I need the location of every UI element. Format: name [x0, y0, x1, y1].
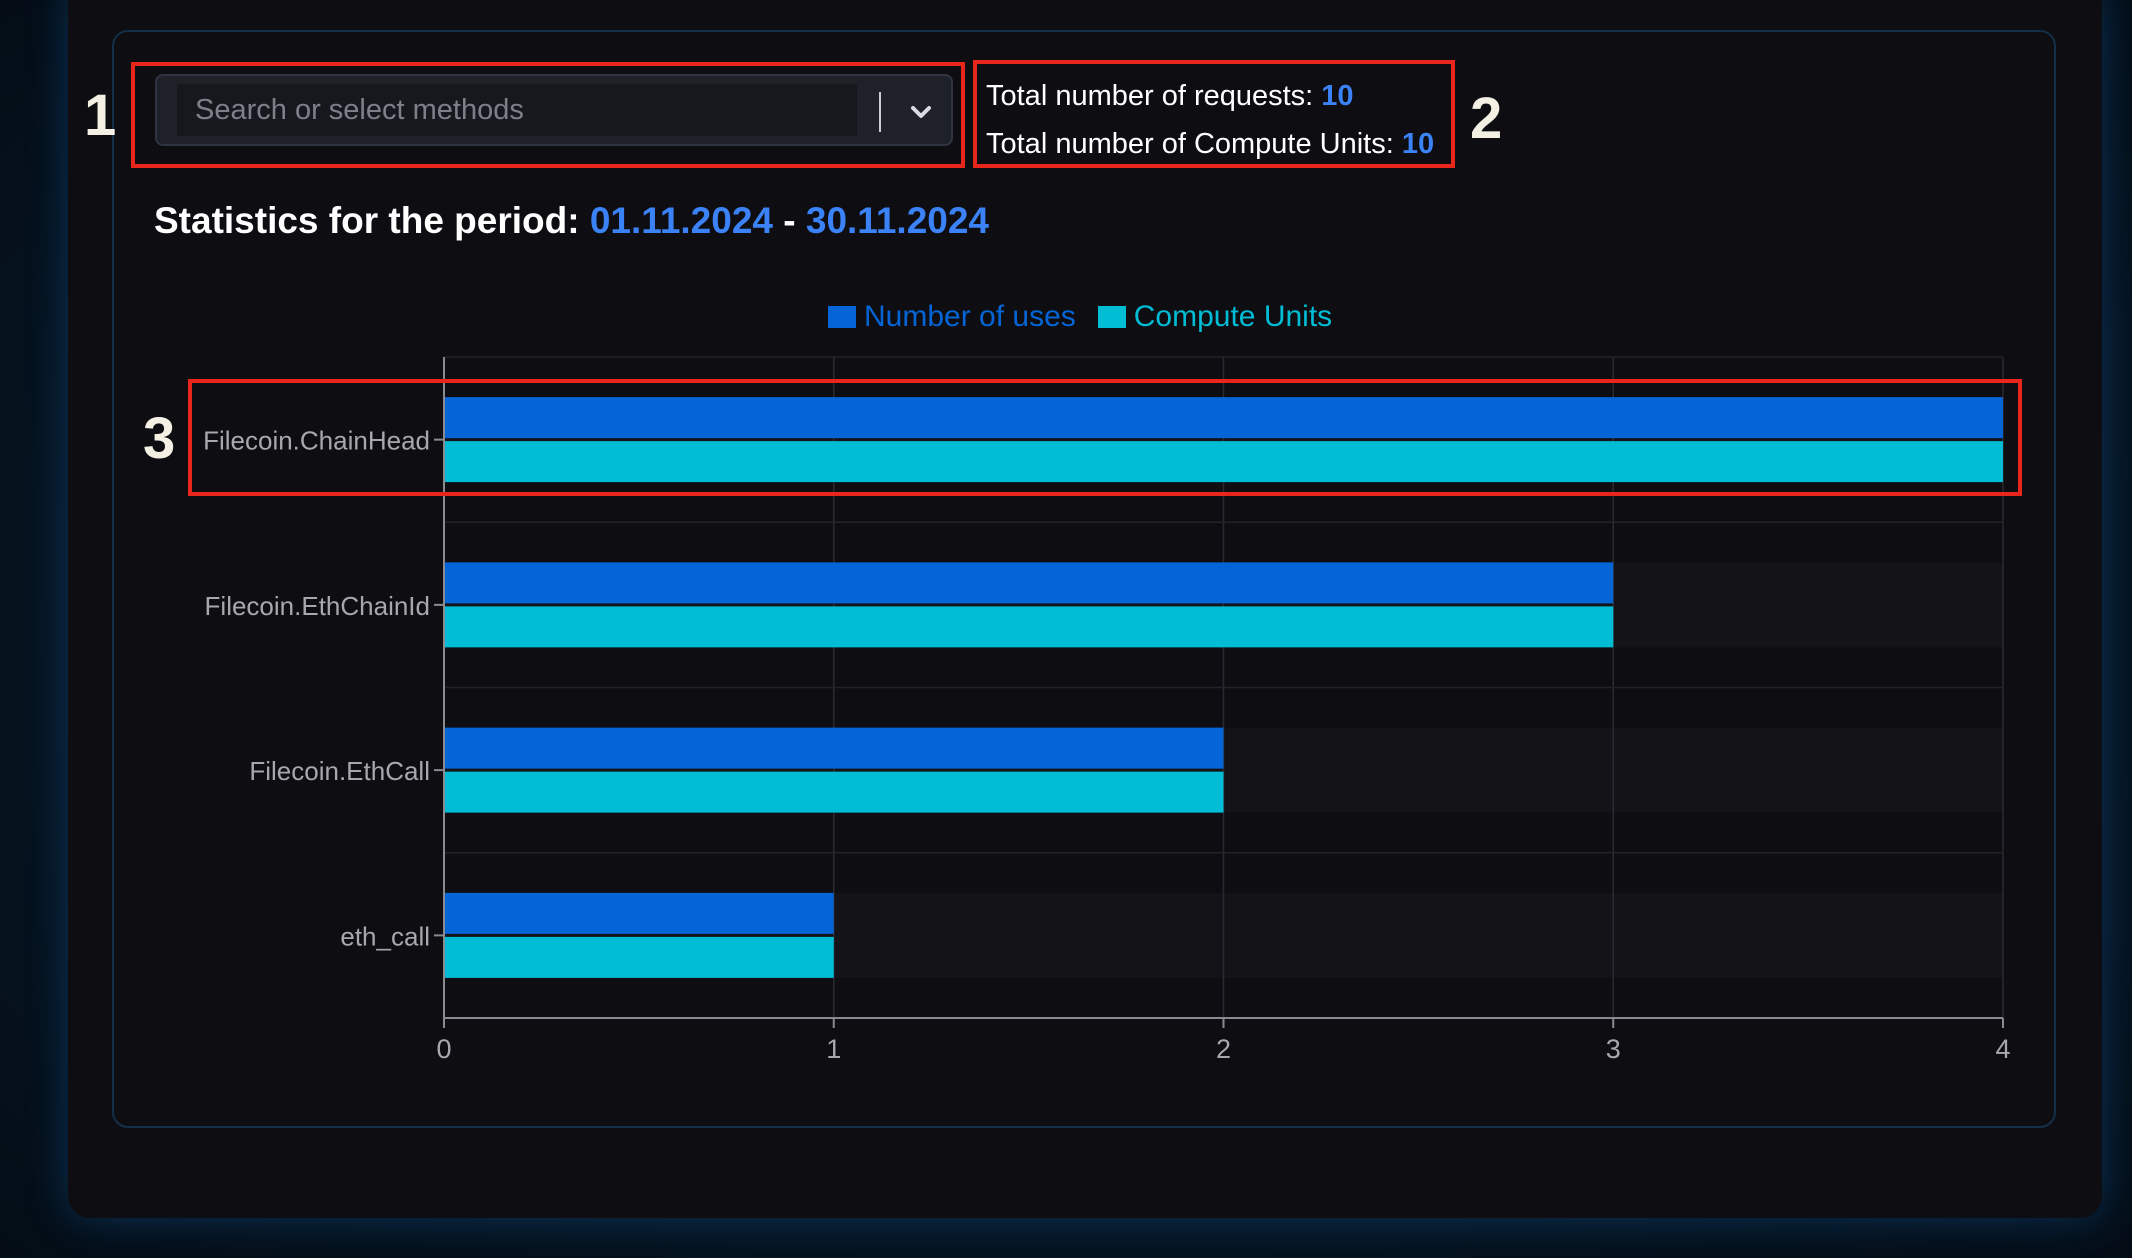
totals-summary: Total number of requests: 10 Total numbe… [986, 72, 1434, 168]
x-tick-label: 2 [1216, 1034, 1231, 1064]
total-requests-value: 10 [1321, 80, 1354, 112]
legend-label-uses: Number of uses [864, 300, 1076, 333]
period-start: 01.11.2024 [589, 200, 773, 241]
annotation-number-1: 1 [84, 83, 117, 148]
bar-compute-3 [444, 936, 834, 978]
x-tick-label: 1 [826, 1034, 841, 1064]
chart-legend: Number of uses Compute Units [828, 300, 1354, 334]
total-requests: Total number of requests: 10 [986, 80, 1354, 112]
legend-swatch-compute [1097, 306, 1126, 328]
y-tick-label: Filecoin.ChainHead [203, 426, 430, 456]
x-tick-label: 3 [1606, 1034, 1621, 1064]
x-tick-label: 0 [436, 1034, 451, 1064]
legend-label-compute: Compute Units [1133, 300, 1333, 333]
period-end: 30.11.2024 [805, 200, 990, 241]
annotation-box-3 [188, 379, 2022, 496]
bar-compute-2 [444, 771, 1224, 813]
y-tick-label: Filecoin.EthChainId [205, 591, 430, 621]
total-compute-units: Total number of Compute Units: 10 [986, 128, 1435, 160]
annotation-box-2 [973, 60, 1455, 168]
bar-uses-1 [444, 562, 1614, 604]
chevron-down-icon[interactable] [901, 92, 941, 132]
annotation-number-3: 3 [143, 406, 176, 471]
total-compute-units-value: 10 [1401, 128, 1435, 160]
method-select[interactable] [155, 74, 953, 146]
bar-compute-1 [444, 606, 1614, 648]
legend-item-compute[interactable]: Compute Units [1097, 300, 1333, 334]
annotation-number-2: 2 [1470, 86, 1503, 151]
x-tick-label: 4 [1995, 1034, 2010, 1064]
annotation-box-1 [131, 62, 965, 168]
method-search-input[interactable] [177, 84, 857, 136]
legend-swatch-uses [828, 306, 856, 328]
select-separator [879, 92, 881, 132]
legend-item-uses[interactable]: Number of uses [828, 300, 1076, 334]
bar-uses-3 [444, 892, 834, 934]
bar-uses-0 [444, 397, 2003, 439]
y-tick-label: eth_call [340, 921, 430, 951]
bar-uses-2 [444, 727, 1224, 769]
y-tick-label: Filecoin.EthCall [249, 756, 430, 786]
period-heading: Statistics for the period: 01.11.2024 - … [154, 200, 990, 241]
bar-compute-0 [444, 441, 2003, 483]
